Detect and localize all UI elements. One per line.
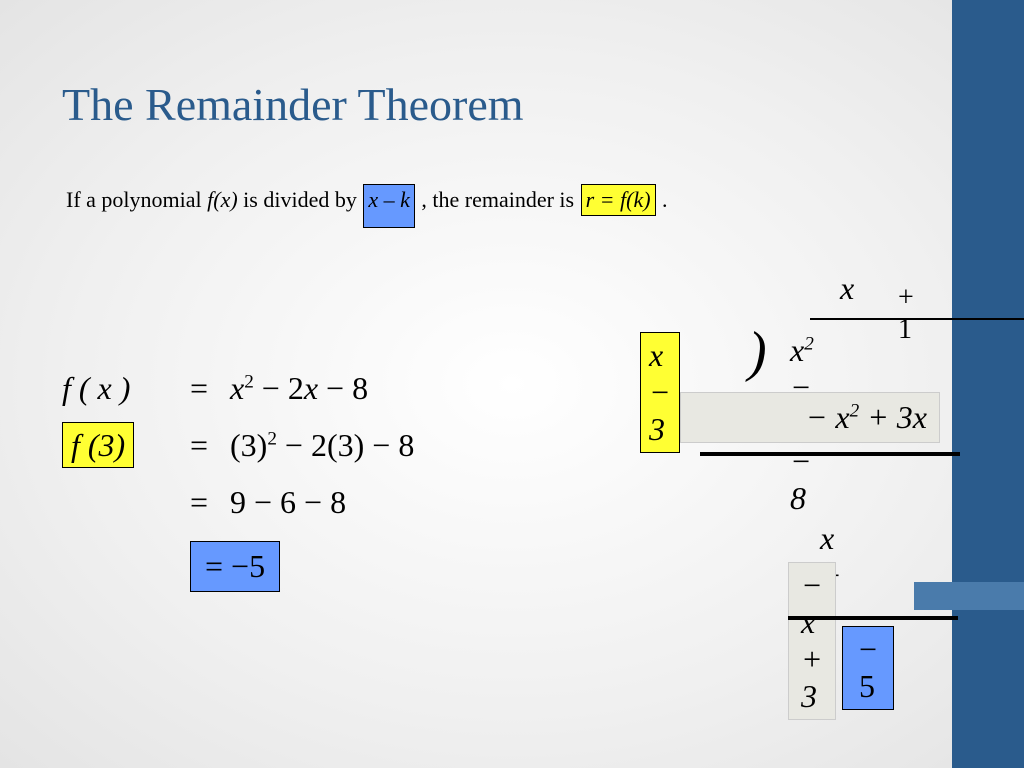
- rule-1: [700, 452, 960, 456]
- subtract-step-1: − x2 + 3x: [680, 392, 940, 443]
- eq-row3-rhs: 9 − 6 − 8: [230, 484, 346, 521]
- intro-p1: If a polynomial: [66, 187, 207, 212]
- intro-xk-highlight: x – k: [363, 184, 415, 228]
- intro-p2: is divided by: [243, 187, 362, 212]
- remainder-highlight: − 5: [842, 626, 894, 710]
- slide-right-bar: [952, 0, 1024, 768]
- subtract-step-2: − x + 3: [788, 562, 836, 720]
- eq-row1-lhs: f ( x ): [62, 370, 190, 407]
- divisor-highlight: x − 3: [640, 332, 680, 453]
- eq-row2-lhs: f (3): [62, 427, 190, 464]
- rule-2: [788, 616, 958, 620]
- slide-title: The Remainder Theorem: [62, 78, 524, 131]
- f3-highlight: f (3): [62, 422, 134, 468]
- equals-sign: =: [190, 484, 230, 521]
- eq-row-3: = 9 − 6 − 8: [62, 484, 414, 521]
- intro-fx: f(x): [207, 187, 238, 212]
- intro-rfk-highlight: r = f(k): [581, 184, 656, 216]
- eq-row-4: = −5: [62, 541, 414, 592]
- quotient-rest: + 1: [898, 282, 914, 346]
- eq-row-1: f ( x ) = x2 − 2x − 8: [62, 370, 414, 407]
- quotient-x: x: [840, 270, 854, 307]
- substitution-work: f ( x ) = x2 − 2x − 8 f (3) = (3)2 − 2(3…: [62, 370, 414, 612]
- division-paren: ): [748, 320, 767, 384]
- division-bar: [810, 318, 1024, 320]
- intro-p3: , the remainder is: [421, 187, 579, 212]
- eq-row1-rhs: x2 − 2x − 8: [230, 370, 368, 407]
- eq-row2-rhs: (3)2 − 2(3) − 8: [230, 427, 414, 464]
- slide-right-accent: [914, 582, 1024, 610]
- intro-p4: .: [662, 187, 668, 212]
- equals-sign: =: [190, 370, 230, 407]
- equals-sign: =: [190, 427, 230, 464]
- intro-text: If a polynomial f(x) is divided by x – k…: [66, 184, 668, 228]
- eq-row-2: f (3) = (3)2 − 2(3) − 8: [62, 427, 414, 464]
- result-highlight: = −5: [190, 541, 280, 592]
